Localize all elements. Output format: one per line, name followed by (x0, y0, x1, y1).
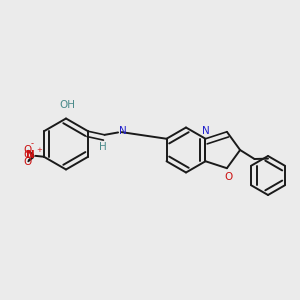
Text: OH: OH (59, 100, 76, 110)
Text: N: N (202, 126, 210, 136)
Text: H: H (99, 142, 107, 152)
Text: +: + (36, 146, 42, 152)
Text: O: O (23, 145, 32, 155)
Text: O: O (224, 172, 232, 182)
Text: O: O (23, 157, 32, 167)
Text: O: O (23, 150, 32, 160)
Text: N: N (26, 150, 34, 160)
Text: N: N (119, 126, 127, 136)
Text: -: - (30, 139, 33, 148)
